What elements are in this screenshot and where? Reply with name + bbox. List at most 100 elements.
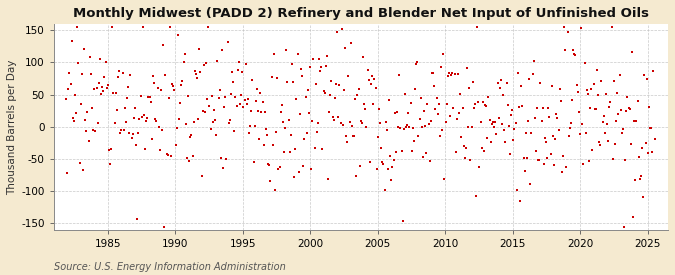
Point [69, 119, 80, 123]
Point [310, 82, 321, 86]
Point [520, 131, 531, 135]
Point [221, 157, 232, 162]
Point [447, 71, 458, 75]
Point [245, 123, 256, 128]
Point [301, 130, 312, 135]
Point [353, 87, 364, 92]
Point [612, 91, 622, 96]
Point [639, 73, 650, 78]
Point [256, 110, 267, 114]
Point [500, 139, 511, 144]
Point [209, 107, 219, 112]
Point [311, 130, 322, 134]
Point [597, 120, 608, 125]
Point [124, 131, 135, 136]
Point [606, 25, 617, 29]
Point [66, 39, 77, 43]
Point [227, 70, 238, 75]
Point [294, 170, 304, 174]
Point [319, 90, 330, 95]
Point [159, 224, 169, 229]
Point [145, 100, 156, 104]
Point [306, 166, 317, 171]
Point [437, 128, 448, 133]
Point [594, 140, 605, 144]
Point [440, 119, 451, 124]
Point [232, 68, 243, 72]
Point [168, 84, 179, 88]
Point [425, 119, 436, 123]
Point [329, 96, 340, 100]
Point [450, 150, 461, 155]
Point [533, 158, 543, 163]
Point [395, 125, 406, 130]
Point [549, 163, 560, 167]
Point [366, 82, 377, 87]
Point [601, 122, 612, 126]
Point [356, 119, 367, 123]
Point [292, 52, 303, 56]
Point [76, 72, 87, 76]
Point [460, 146, 471, 150]
Point [470, 194, 481, 198]
Point [584, 159, 595, 164]
Point [491, 132, 502, 137]
Point [589, 106, 600, 111]
Point [234, 60, 244, 65]
Point [65, 82, 76, 86]
Point [580, 131, 591, 135]
Point [618, 126, 628, 131]
Point [624, 107, 635, 111]
Point [394, 73, 404, 78]
Point [406, 149, 417, 153]
Point [308, 57, 319, 61]
Point [212, 58, 223, 63]
Point [381, 128, 392, 132]
Point [151, 119, 162, 124]
Point [616, 131, 627, 135]
Point [370, 86, 381, 90]
Point [415, 96, 426, 101]
Point [484, 117, 495, 122]
Point [512, 71, 523, 75]
Point [474, 165, 485, 169]
Point [401, 124, 412, 129]
Point [445, 114, 456, 119]
Point [101, 86, 112, 90]
Point [113, 74, 124, 79]
Point [343, 74, 354, 79]
Point [561, 164, 572, 169]
Point [348, 134, 358, 138]
Point [261, 126, 271, 131]
Point [439, 177, 450, 181]
Point [277, 119, 288, 124]
Point [125, 73, 136, 77]
Point [210, 118, 221, 122]
Point [318, 88, 329, 93]
Point [153, 125, 164, 129]
Point [534, 158, 545, 162]
Point [324, 109, 335, 114]
Point [239, 98, 250, 102]
Point [427, 71, 437, 75]
Point [165, 25, 176, 29]
Point [111, 108, 122, 112]
Point [472, 25, 483, 29]
Point [135, 94, 146, 98]
Point [508, 138, 519, 142]
Point [307, 119, 318, 123]
Point [408, 126, 418, 131]
Point [272, 75, 283, 80]
Point [296, 67, 306, 72]
Point [567, 98, 578, 103]
Point [628, 214, 639, 219]
Point [242, 101, 252, 106]
Point [465, 158, 476, 162]
Point [529, 59, 539, 63]
Point [341, 134, 352, 138]
Point [309, 145, 320, 150]
Point [591, 107, 601, 111]
Point [363, 78, 374, 82]
Point [446, 72, 456, 77]
Point [290, 147, 301, 151]
